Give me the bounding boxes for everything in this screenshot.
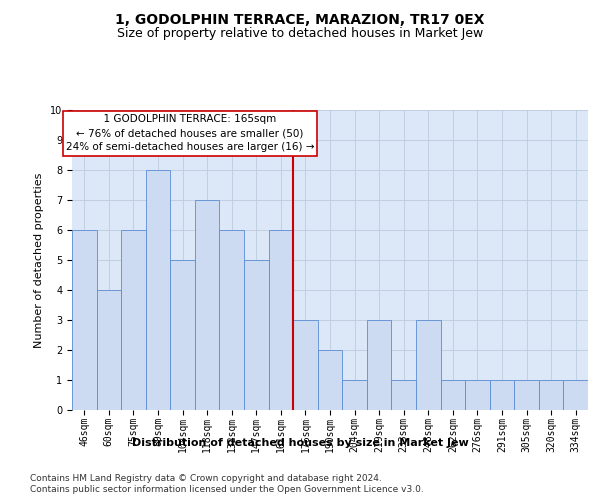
Text: 1 GODOLPHIN TERRACE: 165sqm  
← 76% of detached houses are smaller (50)
24% of s: 1 GODOLPHIN TERRACE: 165sqm ← 76% of det… [65, 114, 314, 152]
Bar [318, 350, 342, 410]
Bar [293, 320, 318, 410]
Bar [72, 230, 97, 410]
Bar [170, 260, 195, 410]
Bar [97, 290, 121, 410]
Text: Contains public sector information licensed under the Open Government Licence v3: Contains public sector information licen… [30, 485, 424, 494]
Bar [195, 200, 220, 410]
Bar [367, 320, 391, 410]
Bar [416, 320, 440, 410]
Text: Distribution of detached houses by size in Market Jew: Distribution of detached houses by size … [131, 438, 469, 448]
Y-axis label: Number of detached properties: Number of detached properties [34, 172, 44, 348]
Text: Size of property relative to detached houses in Market Jew: Size of property relative to detached ho… [117, 28, 483, 40]
Bar [121, 230, 146, 410]
Bar [490, 380, 514, 410]
Bar [563, 380, 588, 410]
Bar [244, 260, 269, 410]
Text: Contains HM Land Registry data © Crown copyright and database right 2024.: Contains HM Land Registry data © Crown c… [30, 474, 382, 483]
Bar [220, 230, 244, 410]
Bar [514, 380, 539, 410]
Bar [539, 380, 563, 410]
Bar [465, 380, 490, 410]
Bar [440, 380, 465, 410]
Bar [146, 170, 170, 410]
Bar [342, 380, 367, 410]
Text: 1, GODOLPHIN TERRACE, MARAZION, TR17 0EX: 1, GODOLPHIN TERRACE, MARAZION, TR17 0EX [115, 12, 485, 26]
Bar [269, 230, 293, 410]
Bar [391, 380, 416, 410]
